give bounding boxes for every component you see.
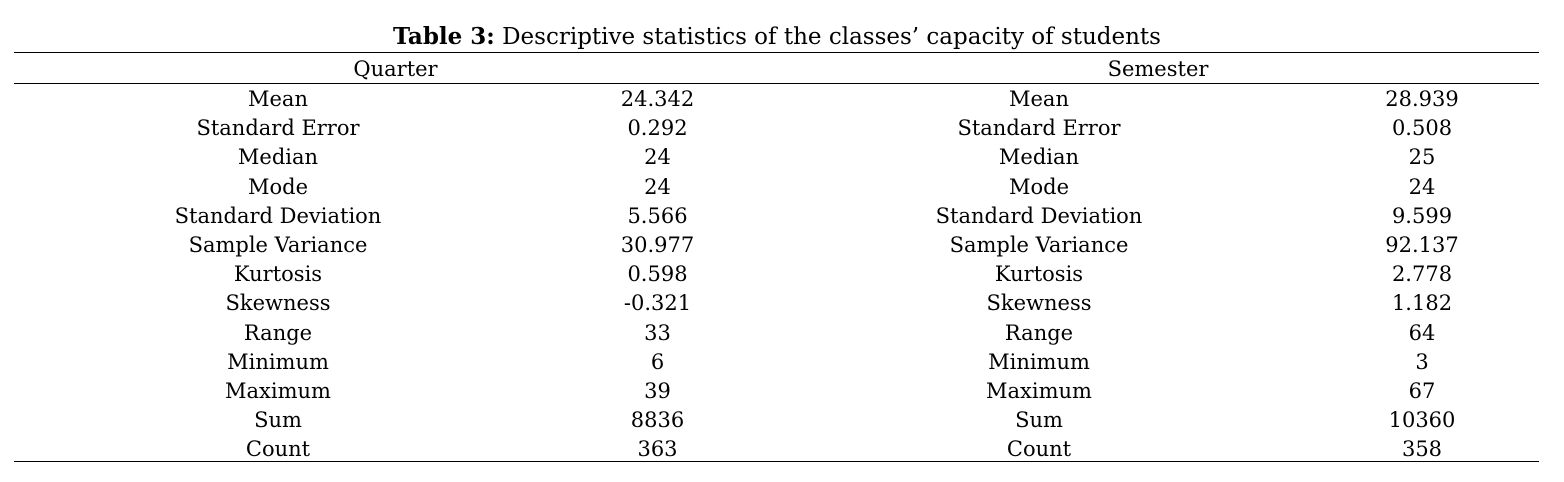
- table-row: Range 33 Range 64: [14, 319, 1539, 348]
- semester-value-cell: 3: [1415, 349, 1429, 374]
- table-row: Standard Error 0.292 Standard Error 0.508: [14, 114, 1539, 143]
- semester-value-cell: 67: [1408, 378, 1436, 403]
- quarter-statistic-cell: Median: [237, 145, 319, 170]
- semester-statistic-cell: Mean: [1009, 87, 1069, 111]
- semester-value-cell: 1.182: [1391, 291, 1453, 316]
- semester-statistic-cell: Median: [998, 145, 1080, 170]
- semester-header-rule: [777, 83, 1539, 84]
- semester-value-cell: 358: [1401, 437, 1443, 462]
- quarter-statistic-cell: Mode: [247, 174, 309, 199]
- quarter-value-cell: 39: [644, 378, 671, 403]
- quarter-value-cell: 8836: [630, 408, 685, 433]
- table-row: Kurtosis 0.598 Kurtosis 2.778: [14, 260, 1539, 289]
- quarter-header: Quarter: [353, 57, 438, 81]
- semester-value-cell: 2.778: [1391, 262, 1453, 287]
- quarter-statistic-cell: Maximum: [225, 378, 331, 403]
- quarter-value-cell: 6: [650, 349, 665, 374]
- bottom-rule: [14, 461, 1539, 462]
- quarter-statistic-cell: Sample Variance: [188, 232, 368, 257]
- quarter-value-cell: 24: [644, 174, 671, 199]
- table-row: Standard Deviation 5.566 Standard Deviatio…: [14, 202, 1539, 231]
- table-row: Median 24 Median 25: [14, 143, 1539, 172]
- semester-statistic-cell: Sum: [1015, 408, 1063, 433]
- quarter-value-cell: 0.292: [627, 116, 688, 141]
- table-row: Maximum 39 Maximum 67: [14, 377, 1539, 406]
- semester-header: Semester: [1107, 57, 1209, 81]
- semester-value-cell: 9.599: [1391, 203, 1453, 228]
- semester-value-cell: 0.508: [1391, 116, 1453, 141]
- quarter-value-cell: 30.977: [620, 232, 695, 257]
- semester-statistic-cell: Standard Error: [957, 116, 1121, 141]
- quarter-value-cell: -0.321: [623, 291, 692, 316]
- semester-statistic-cell: Range: [1004, 320, 1074, 345]
- table-caption-text: Descriptive statistics of the classes’ c…: [494, 24, 1161, 50]
- table-caption-label: Table 3:: [393, 23, 495, 50]
- quarter-statistic-cell: Minimum: [227, 349, 329, 374]
- table-row: Mean 24.342 Mean 28.939: [14, 85, 1539, 114]
- semester-statistic-cell: Skewness: [986, 291, 1092, 316]
- quarter-value-cell: 33: [644, 320, 671, 345]
- top-rule: [14, 52, 1539, 53]
- quarter-statistic-cell: Standard Error: [196, 116, 360, 141]
- table-row: Sum 8836 Sum 10360: [14, 406, 1539, 435]
- semester-value-cell: 28.939: [1385, 87, 1459, 111]
- table-row: Skewness -0.321 Skewness 1.182: [14, 289, 1539, 318]
- quarter-statistic-cell: Standard Deviation: [174, 203, 382, 228]
- quarter-statistic-cell: Mean: [248, 87, 308, 111]
- quarter-value-cell: 24.342: [620, 87, 695, 111]
- semester-statistic-cell: Mode: [1008, 174, 1070, 199]
- semester-value-cell: 64: [1408, 320, 1436, 345]
- quarter-value-cell: 0.598: [627, 262, 688, 287]
- quarter-statistic-cell: Range: [243, 320, 313, 345]
- semester-statistic-cell: Count: [1006, 437, 1072, 462]
- table-row: Count 363 Count 358: [14, 435, 1539, 464]
- quarter-statistic-cell: Kurtosis: [233, 262, 323, 287]
- statistics-table-body: Mean 24.342 Mean 28.939 Standard Error 0.292 S…: [14, 85, 1539, 464]
- quarter-value-cell: 363: [637, 437, 678, 462]
- quarter-value-cell: 5.566: [627, 203, 688, 228]
- table-row: Sample Variance 30.977 Sample Variance 92.1…: [14, 231, 1539, 260]
- quarter-statistic-cell: Count: [245, 437, 311, 462]
- semester-statistic-cell: Sample Variance: [949, 232, 1129, 257]
- semester-statistic-cell: Standard Deviation: [935, 203, 1143, 228]
- quarter-statistic-cell: Skewness: [225, 291, 331, 316]
- semester-statistic-cell: Minimum: [988, 349, 1090, 374]
- semester-statistic-cell: Kurtosis: [994, 262, 1084, 287]
- semester-value-cell: 92.137: [1385, 232, 1459, 257]
- semester-value-cell: 24: [1408, 174, 1436, 199]
- semester-value-cell: 25: [1408, 145, 1436, 170]
- table-row: Minimum 6 Minimum 3: [14, 348, 1539, 377]
- table-caption: Table 3: Descriptive statistics of the c…: [0, 21, 1554, 53]
- semester-value-cell: 10360: [1388, 408, 1456, 433]
- table-row: Mode 24 Mode 24: [14, 173, 1539, 202]
- quarter-statistic-cell: Sum: [254, 408, 302, 433]
- semester-statistic-cell: Maximum: [986, 378, 1092, 403]
- quarter-header-rule: [14, 83, 777, 84]
- quarter-value-cell: 24: [644, 145, 671, 170]
